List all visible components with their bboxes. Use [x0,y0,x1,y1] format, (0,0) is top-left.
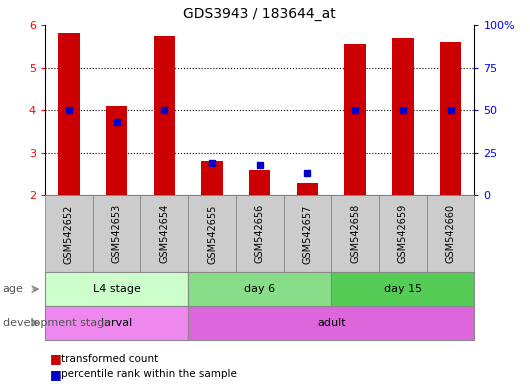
Text: adult: adult [317,318,346,328]
Text: transformed count: transformed count [61,354,158,364]
Text: larval: larval [101,318,132,328]
Text: GSM542659: GSM542659 [398,204,408,263]
Text: GSM542660: GSM542660 [446,204,455,263]
Text: L4 stage: L4 stage [93,284,140,294]
Bar [344,44,366,195]
Text: GSM542656: GSM542656 [255,204,264,263]
Text: day 6: day 6 [244,284,275,294]
Text: GSM542657: GSM542657 [303,204,312,263]
Title: GDS3943 / 183644_at: GDS3943 / 183644_at [183,7,336,21]
Bar [297,183,318,195]
Bar [440,42,461,195]
Text: development stage: development stage [3,318,111,328]
Text: GSM542652: GSM542652 [64,204,74,263]
Bar [249,170,270,195]
Text: age: age [3,284,23,294]
Text: ■: ■ [50,353,62,366]
Bar [201,161,223,195]
Bar [154,36,175,195]
Text: GSM542653: GSM542653 [112,204,121,263]
Bar [106,106,127,195]
Text: percentile rank within the sample: percentile rank within the sample [61,369,237,379]
Bar [392,38,413,195]
Text: GSM542654: GSM542654 [160,204,169,263]
Bar [58,33,80,195]
Text: GSM542655: GSM542655 [207,204,217,263]
Text: day 15: day 15 [384,284,422,294]
Text: GSM542658: GSM542658 [350,204,360,263]
Text: ■: ■ [50,368,62,381]
